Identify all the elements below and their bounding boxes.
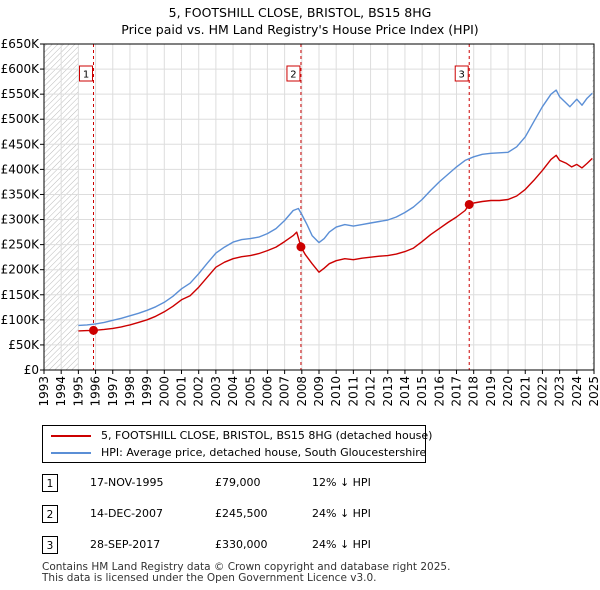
- x-tick-label: 2006: [260, 376, 274, 407]
- price-chart: 1 2 3 £0 £50K £100K £150K £200K £250K £300K £350K…: [1, 37, 600, 407]
- legend-hpi-label: HPI: Average price, detached house, Sout…: [101, 446, 427, 459]
- x-tick-label: 1995: [71, 376, 85, 407]
- y-tick-label: £50K: [8, 338, 40, 352]
- transaction-row: 2 14-DEC-2007 £245,500 24% ↓ HPI: [0, 505, 600, 527]
- y-tick-label: £600K: [1, 62, 41, 76]
- y-tick-label: £550K: [1, 87, 41, 101]
- y-tick-label: £400K: [1, 162, 41, 176]
- y-tick-label: £250K: [1, 238, 41, 252]
- x-tick-label: 1999: [140, 376, 154, 407]
- legend-property-swatch: [51, 435, 91, 437]
- x-tick-label: 1998: [123, 376, 137, 407]
- sale-point: [89, 325, 98, 335]
- y-tick-label: £300K: [1, 213, 41, 227]
- chart-title-line1: 5, FOOTSHILL CLOSE, BRISTOL, BS15 8HG: [168, 5, 432, 20]
- x-tick-label: 2018: [467, 376, 481, 407]
- x-tick-label: 2021: [518, 376, 532, 407]
- transaction-hpi-diff: 24% ↓ HPI: [312, 507, 371, 520]
- x-tick-label: 2012: [364, 376, 378, 407]
- x-tick-label: 2022: [535, 376, 549, 407]
- y-tick-label: £150K: [1, 288, 41, 302]
- y-tick-label: £650K: [1, 37, 41, 51]
- x-tick-label: 2019: [484, 376, 498, 407]
- chart-title: 5, FOOTSHILL CLOSE, BRISTOL, BS15 8HG Pr…: [0, 4, 600, 38]
- transaction-number-badge: 3: [42, 536, 58, 554]
- transaction-row: 1 17-NOV-1995 £79,000 12% ↓ HPI: [0, 474, 600, 496]
- sale-number-box: [79, 65, 93, 82]
- chart-subtitle: Price paid vs. HM Land Registry's House …: [121, 22, 479, 37]
- legend-hpi-swatch: [51, 452, 91, 454]
- transaction-price: £330,000: [215, 538, 268, 551]
- x-tick-label: 2004: [226, 376, 240, 407]
- y-tick-label: £350K: [1, 187, 41, 201]
- sale-number-label: 2: [290, 70, 296, 81]
- hatched-region: [592, 44, 594, 370]
- sale-number-box: [286, 65, 301, 82]
- y-tick-label: £0: [24, 363, 39, 377]
- x-tick-label: 2005: [243, 376, 257, 407]
- x-tick-label: 2002: [192, 376, 206, 407]
- x-tick-label: 1993: [37, 376, 51, 407]
- x-tick-label: 2009: [312, 376, 326, 407]
- sale-point: [296, 242, 306, 252]
- legend-property-label: 5, FOOTSHILL CLOSE, BRISTOL, BS15 8HG (d…: [101, 429, 433, 442]
- y-tick-label: £200K: [1, 263, 41, 277]
- x-tick-label: 2025: [587, 376, 600, 407]
- x-tick-label: 2001: [175, 376, 189, 407]
- chart-legend: 5, FOOTSHILL CLOSE, BRISTOL, BS15 8HG (d…: [42, 425, 432, 463]
- x-tick-label: 2014: [398, 376, 412, 407]
- x-tick-label: 2010: [329, 376, 343, 407]
- footer-line-1: Contains HM Land Registry data © Crown c…: [42, 561, 451, 573]
- sale-number-box: [454, 65, 469, 82]
- transaction-hpi-diff: 12% ↓ HPI: [312, 476, 371, 489]
- hpi-series-line: [78, 89, 593, 327]
- x-tick-label: 1997: [106, 376, 120, 407]
- x-tick-label: 2015: [415, 376, 429, 407]
- x-tick-label: 2011: [346, 376, 360, 407]
- y-tick-label: £500K: [1, 112, 41, 126]
- sale-number-label: 1: [83, 70, 89, 81]
- x-tick-label: 1994: [54, 376, 68, 407]
- x-tick-label: 2008: [295, 376, 309, 407]
- transaction-row: 3 28-SEP-2017 £330,000 24% ↓ HPI: [0, 536, 600, 558]
- transaction-number-badge: 1: [42, 474, 58, 492]
- transaction-date: 17-NOV-1995: [90, 476, 164, 489]
- y-tick-label: £450K: [1, 137, 41, 151]
- property-series-line: [78, 154, 593, 332]
- x-tick-label: 2007: [278, 376, 292, 407]
- footer-line-2: This data is licensed under the Open Gov…: [42, 572, 377, 584]
- footer-attribution: Contains HM Land Registry data © Crown c…: [42, 562, 450, 584]
- transaction-date: 28-SEP-2017: [90, 538, 161, 551]
- sale-point: [464, 199, 474, 209]
- x-tick-label: 2013: [381, 376, 395, 407]
- transaction-price: £245,500: [215, 507, 268, 520]
- x-tick-label: 2000: [157, 376, 171, 407]
- x-tick-label: 2024: [570, 376, 584, 407]
- transaction-price: £79,000: [215, 476, 261, 489]
- sale-number-label: 3: [459, 70, 465, 81]
- x-tick-label: 2023: [553, 376, 567, 407]
- x-tick-label: 2003: [209, 376, 223, 407]
- x-tick-label: 2016: [432, 376, 446, 407]
- transaction-hpi-diff: 24% ↓ HPI: [312, 538, 371, 551]
- transaction-number-badge: 2: [42, 505, 58, 523]
- x-tick-label: 2017: [450, 376, 464, 407]
- y-tick-label: £100K: [1, 313, 41, 327]
- x-tick-label: 2020: [501, 376, 515, 407]
- transaction-date: 14-DEC-2007: [90, 507, 164, 520]
- x-tick-label: 1996: [89, 376, 103, 407]
